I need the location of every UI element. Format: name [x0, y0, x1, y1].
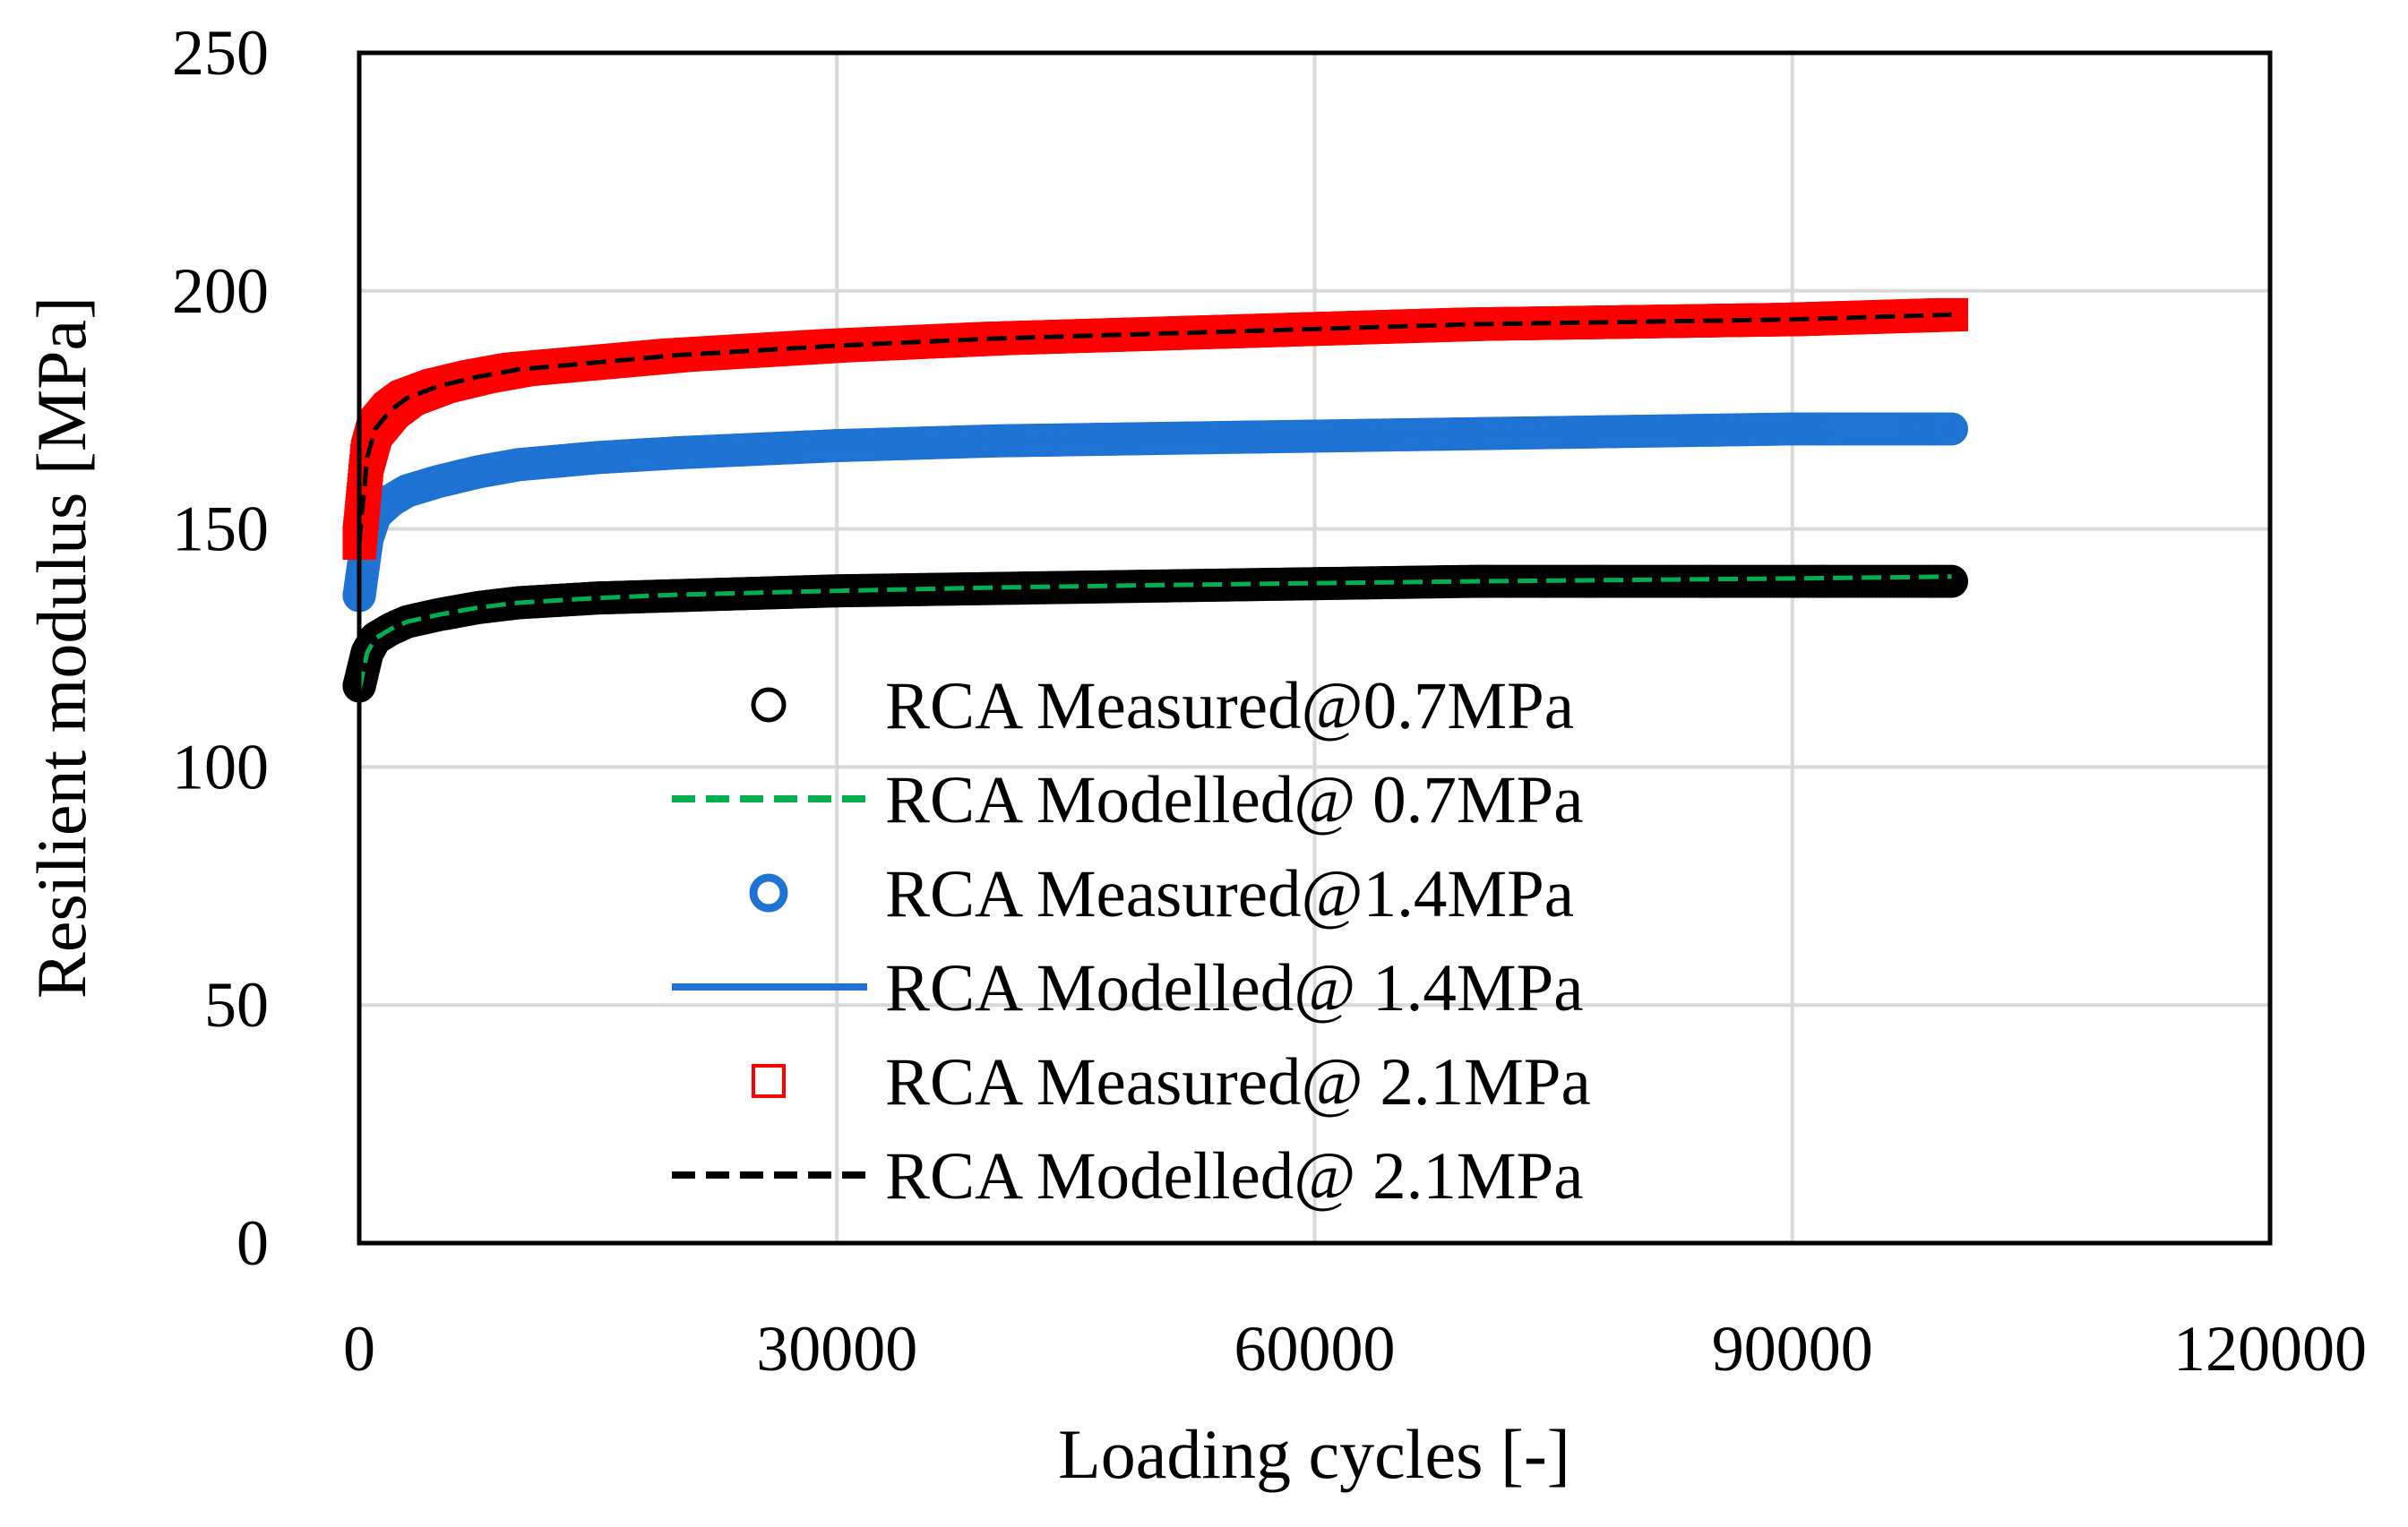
y-tick-label: 50	[204, 969, 269, 1041]
x-tick-label: 90000	[1712, 1313, 1873, 1385]
x-tick-label: 0	[343, 1313, 375, 1385]
legend-label: RCA Measured@1.4MPa	[885, 857, 1574, 931]
legend-marker	[752, 1064, 786, 1098]
gridlines	[359, 53, 2270, 1243]
legend: RCA Measured@0.7MPa RCA Modelled@ 0.7MPa R…	[672, 669, 1591, 1214]
legend-marker	[749, 873, 788, 913]
plot-frame	[357, 50, 2273, 1246]
legend-label: RCA Modelled@ 2.1MPa	[885, 1139, 1584, 1214]
y-tick-label: 0	[236, 1207, 269, 1279]
plot-series	[342, 297, 1968, 703]
x-tick-label: 30000	[756, 1313, 917, 1385]
y-tick-label: 250	[172, 17, 269, 89]
data-point	[1935, 564, 1968, 598]
legend-entry-rca-modelled-2-1mpa: RCA Modelled@ 2.1MPa	[672, 1139, 1584, 1214]
legend-entry-rca-measured-0-7mpa: RCA Measured@0.7MPa	[751, 669, 1574, 743]
legend-entry-rca-measured-2-1mpa: RCA Measured@ 2.1MPa	[752, 1045, 1591, 1120]
legend-entry-rca-measured-1-4mpa: RCA Measured@1.4MPa	[749, 857, 1574, 931]
x-tick-label: 60000	[1234, 1313, 1396, 1385]
x-axis-title: Loading cycles [-]	[1058, 1415, 1570, 1493]
series-line	[357, 426, 1952, 596]
legend-label: RCA Measured@ 2.1MPa	[885, 1045, 1591, 1120]
y-tick-label: 200	[172, 255, 269, 327]
axis-ticks: 0 50 100 150 200 250 0 30000 60000 90000 120000	[172, 17, 2367, 1385]
legend-label: RCA Modelled@ 0.7MPa	[885, 763, 1584, 837]
legend-label: RCA Measured@0.7MPa	[885, 669, 1574, 743]
series-line	[357, 574, 1952, 691]
legend-marker	[751, 687, 787, 723]
y-tick-label: 150	[172, 493, 269, 565]
y-axis-title: Resilient modulus [MPa]	[22, 296, 100, 999]
x-tick-label: 120000	[2173, 1313, 2367, 1385]
series-rca-modelled-0-7mpa	[357, 574, 1952, 691]
legend-entry-rca-modelled-1-4mpa: RCA Modelled@ 1.4MPa	[672, 951, 1584, 1025]
legend-label: RCA Modelled@ 1.4MPa	[885, 951, 1584, 1025]
legend-entry-rca-modelled-0-7mpa: RCA Modelled@ 0.7MPa	[672, 763, 1584, 837]
series-rca-modelled-1-4mpa	[357, 426, 1952, 596]
y-tick-label: 100	[172, 731, 269, 802]
